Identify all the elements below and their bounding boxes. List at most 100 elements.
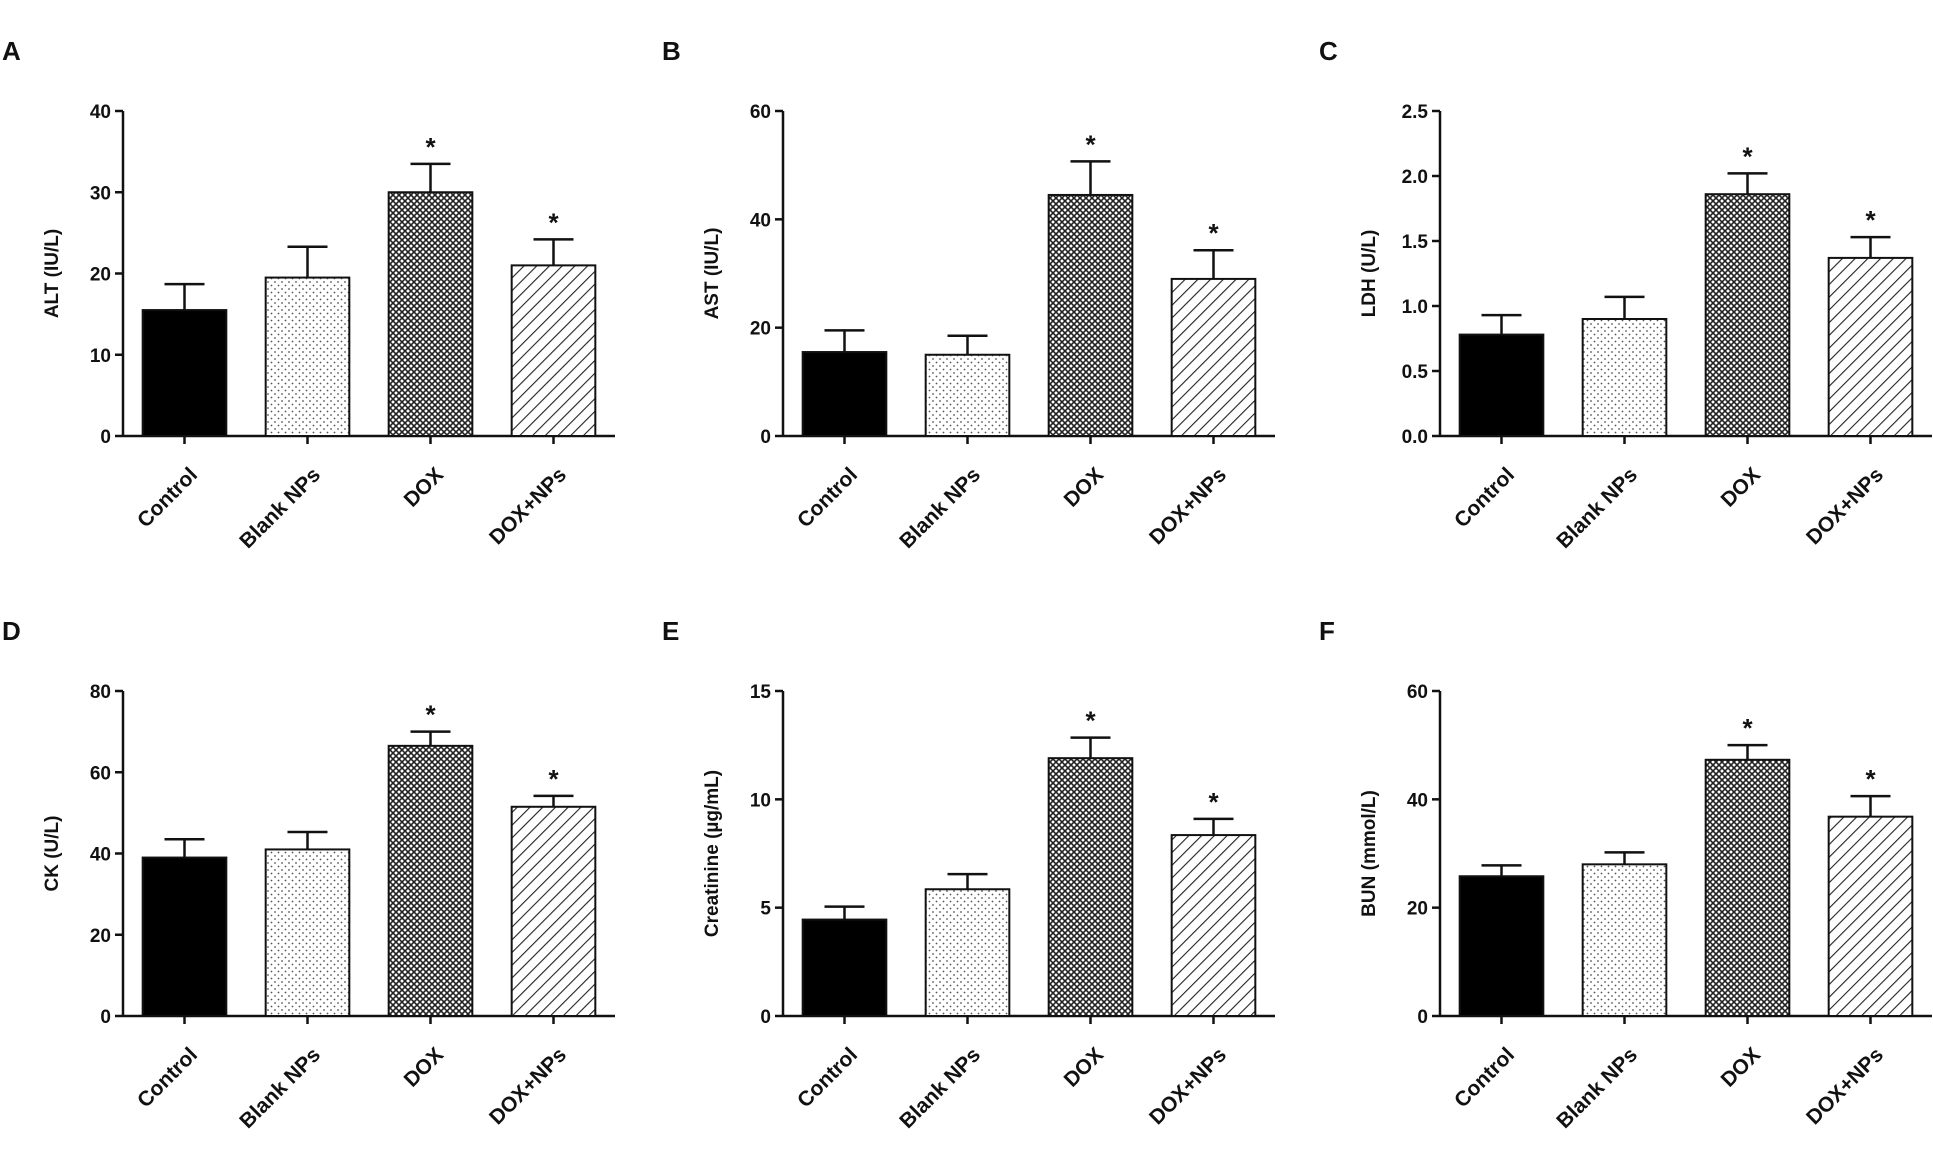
bar <box>1704 193 1791 437</box>
x-tick-label: DOX <box>1060 463 1108 511</box>
panel: A ALT (IU/L) 0 10 20 30 40 Control Blank NPs * DOX… <box>2 36 615 553</box>
significance-mark: * <box>1208 218 1219 248</box>
x-tick-label: Blank NPs <box>895 463 985 553</box>
bar <box>801 918 888 1017</box>
significance-mark: * <box>1865 205 1876 235</box>
bar <box>264 848 351 1017</box>
y-tick-label: 80 <box>90 682 111 703</box>
panel-label: A <box>2 36 21 66</box>
significance-mark: * <box>425 132 436 162</box>
panel-label: F <box>1319 616 1335 646</box>
y-axis-label: BUN (mmol/L) <box>1359 790 1380 917</box>
y-tick-label: 20 <box>1407 899 1428 920</box>
y-tick-label: 30 <box>90 183 111 204</box>
y-tick-label: 40 <box>90 845 111 866</box>
y-tick-label: 0 <box>1417 1007 1428 1028</box>
bar <box>141 309 228 437</box>
x-tick-label: Control <box>793 463 862 532</box>
x-tick-label: Control <box>1450 1043 1519 1112</box>
bar <box>1170 277 1257 437</box>
panel-label: E <box>662 616 679 646</box>
y-tick-label: 0.5 <box>1402 362 1429 383</box>
y-tick-label: 1.0 <box>1402 297 1428 318</box>
x-tick-label: DOX <box>1717 1043 1765 1091</box>
significance-mark: * <box>1085 129 1096 159</box>
panel: F BUN (mmol/L) 0 20 40 60 Control Blank NPs * DOX… <box>1319 616 1932 1133</box>
bar <box>387 191 474 437</box>
x-tick-label: Blank NPs <box>235 463 325 553</box>
x-tick-label: DOX+NPs <box>1145 463 1231 549</box>
significance-mark: * <box>1742 713 1753 743</box>
x-tick-label: DOX <box>1717 463 1765 511</box>
y-tick-label: 0 <box>760 427 771 448</box>
y-tick-label: 0 <box>100 1007 111 1028</box>
bar <box>1047 193 1134 437</box>
bar <box>141 856 228 1017</box>
panel-label: B <box>662 36 681 66</box>
bar <box>1581 318 1668 437</box>
panel: D CK (U/L) 0 20 40 60 80 Control Blank NPs * DOX * D… <box>2 616 615 1133</box>
x-tick-label: Control <box>793 1043 862 1112</box>
bar <box>510 805 597 1017</box>
y-axis-label: LDH (U/L) <box>1359 230 1380 318</box>
bar <box>510 264 597 437</box>
y-tick-label: 10 <box>750 790 771 811</box>
y-tick-label: 15 <box>750 682 772 703</box>
y-tick-label: 5 <box>760 899 771 920</box>
y-tick-label: 40 <box>1407 790 1428 811</box>
significance-mark: * <box>1208 787 1219 817</box>
y-tick-label: 20 <box>90 926 111 947</box>
y-tick-label: 0.0 <box>1402 427 1428 448</box>
significance-mark: * <box>548 207 559 237</box>
y-axis-label: Creatinine (µg/mL) <box>702 770 723 937</box>
significance-mark: * <box>1865 764 1876 794</box>
x-tick-label: DOX+NPs <box>1145 1043 1231 1129</box>
y-tick-label: 60 <box>750 102 771 123</box>
x-tick-label: DOX <box>1060 1043 1108 1091</box>
y-tick-label: 0 <box>100 427 111 448</box>
significance-mark: * <box>1742 141 1753 171</box>
y-axis-label: CK (U/L) <box>42 816 63 892</box>
y-tick-label: 2.0 <box>1402 167 1428 188</box>
x-tick-label: Control <box>133 1043 202 1112</box>
y-tick-label: 10 <box>90 346 111 367</box>
x-tick-label: DOX+NPs <box>1802 463 1888 549</box>
x-tick-label: Control <box>1450 463 1519 532</box>
bar <box>1581 863 1668 1017</box>
panel: B AST (IU/L) 0 20 40 60 Control Blank NPs * DOX * D… <box>662 36 1275 553</box>
y-tick-label: 40 <box>90 102 111 123</box>
panel: E Creatinine (µg/mL) 0 5 10 15 Control Blank NP… <box>662 616 1275 1133</box>
bar <box>1704 758 1791 1018</box>
y-tick-label: 2.5 <box>1402 102 1429 123</box>
x-tick-label: Control <box>133 463 202 532</box>
y-tick-label: 60 <box>1407 682 1428 703</box>
bar <box>1827 256 1914 437</box>
bar <box>924 888 1011 1017</box>
bar <box>1458 333 1545 438</box>
x-tick-label: DOX+NPs <box>485 463 571 549</box>
x-tick-label: Blank NPs <box>235 1043 325 1133</box>
x-tick-label: DOX+NPs <box>1802 1043 1888 1129</box>
x-tick-label: Blank NPs <box>895 1043 985 1133</box>
y-axis-label: ALT (IU/L) <box>42 229 63 318</box>
bar <box>1170 834 1257 1017</box>
y-tick-label: 60 <box>90 763 111 784</box>
x-tick-label: DOX <box>400 463 448 511</box>
bar <box>1458 875 1545 1017</box>
y-tick-label: 20 <box>90 265 111 286</box>
y-tick-label: 20 <box>750 319 771 340</box>
panel-label: D <box>2 616 21 646</box>
bar <box>1047 757 1134 1018</box>
y-tick-label: 0 <box>760 1007 771 1028</box>
panel: C LDH (U/L) 0.0 0.5 1.0 1.5 2.0 2.5 Control Blank… <box>1319 36 1932 553</box>
y-tick-label: 40 <box>750 210 771 231</box>
bar <box>387 744 474 1017</box>
x-tick-label: DOX <box>400 1043 448 1091</box>
x-tick-label: DOX+NPs <box>485 1043 571 1129</box>
bar <box>801 351 888 437</box>
panel-label: C <box>1319 36 1338 66</box>
significance-mark: * <box>548 764 559 794</box>
bar <box>924 353 1011 437</box>
significance-mark: * <box>425 700 436 730</box>
